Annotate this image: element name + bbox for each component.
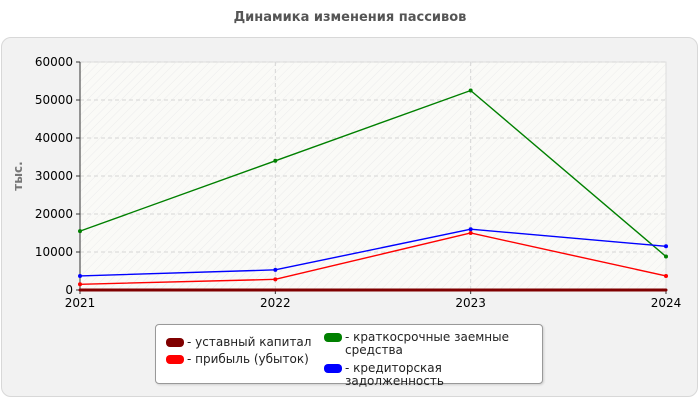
data-point xyxy=(468,227,473,232)
tick-labels: 0 10000 20000 30000 40000 50000 60000 2021 2022 2… xyxy=(35,55,681,310)
series-line xyxy=(79,228,667,277)
legend-swatch-profit xyxy=(166,355,184,364)
data-point xyxy=(78,282,82,287)
data-point xyxy=(664,288,668,292)
legend-label: - кредиторская задолженность xyxy=(345,361,444,388)
data-point xyxy=(78,273,82,278)
data-point xyxy=(273,277,278,282)
series-line xyxy=(79,89,667,258)
y-tick-label: 30000 xyxy=(35,169,73,183)
series-line xyxy=(79,232,667,285)
y-tick-label: 40000 xyxy=(35,131,73,145)
series-3 xyxy=(78,227,668,278)
legend-swatch-authorized-capital xyxy=(166,338,184,347)
series-1 xyxy=(78,231,668,287)
series-lines xyxy=(78,88,668,292)
y-tick-label: 20000 xyxy=(35,207,73,221)
data-point xyxy=(469,288,473,292)
grid-lines xyxy=(80,61,666,290)
legend-item-short-term-loans: - краткосрочные заемные средства xyxy=(324,331,534,357)
x-tick-label: 2023 xyxy=(455,296,486,310)
x-tick-label: 2022 xyxy=(260,296,291,310)
legend: - уставный капитал - прибыль (убыток) - … xyxy=(155,324,543,388)
series-0 xyxy=(78,288,668,292)
data-point xyxy=(468,88,473,93)
legend-label: - уставный капитал xyxy=(187,335,312,349)
legend-label: - прибыль (убыток) xyxy=(187,352,309,366)
x-tick-label: 2021 xyxy=(65,296,96,310)
y-axis-label: тыс. xyxy=(11,161,25,190)
plot-area xyxy=(79,61,667,291)
legend-label: - краткосрочные заемные средства xyxy=(345,330,509,357)
data-point xyxy=(273,288,277,292)
y-tick-label: 50000 xyxy=(35,93,73,107)
data-point xyxy=(273,267,278,272)
x-tick-label: 2024 xyxy=(651,296,682,310)
data-point xyxy=(78,288,82,292)
y-tick-label: 0 xyxy=(65,283,73,297)
y-tick-label: 10000 xyxy=(35,245,73,259)
chart-title: Динамика изменения пассивов xyxy=(233,10,467,25)
data-point xyxy=(664,244,668,249)
data-point xyxy=(468,231,473,235)
data-point xyxy=(273,158,278,163)
legend-swatch-short-term-loans xyxy=(324,333,342,342)
legend-item-authorized-capital: - уставный капитал xyxy=(166,336,326,349)
y-tick-label: 60000 xyxy=(35,55,73,69)
data-point xyxy=(664,254,668,259)
data-point xyxy=(664,273,668,278)
data-point xyxy=(78,229,82,234)
legend-item-profit: - прибыль (убыток) xyxy=(166,353,326,366)
legend-item-accounts-payable: - кредиторская задолженность xyxy=(324,362,539,388)
series-2 xyxy=(78,88,668,259)
legend-swatch-accounts-payable xyxy=(324,364,342,373)
